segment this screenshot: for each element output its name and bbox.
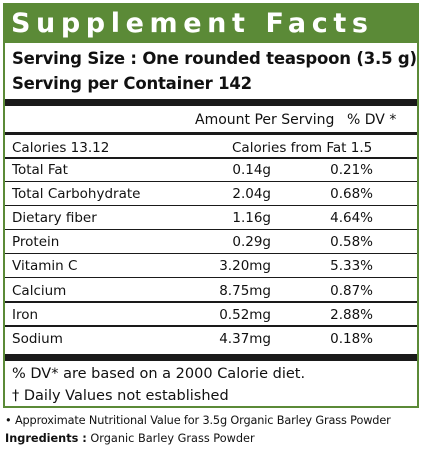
ingredients-value: Organic Barley Grass Powder: [90, 432, 255, 445]
nutrient-name: Vitamin C: [12, 258, 78, 275]
nutrient-row: Total Carbohydrate 2.04g 0.68%: [5, 183, 417, 207]
calories: Calories 13.12: [12, 140, 110, 156]
nutrient-amount: 0.29g: [232, 234, 271, 251]
header-amount-per-serving: Amount Per Serving: [195, 112, 335, 128]
ingredients-line: Ingredients : Organic Barley Grass Powde…: [5, 431, 255, 447]
nutrient-daily-value: 2.88%: [330, 306, 373, 323]
nutrient-daily-value: 0.87%: [330, 282, 373, 299]
nutrient-name: Protein: [12, 234, 60, 251]
nutrient-row: Calcium 8.75mg 0.87%: [5, 280, 417, 303]
title-bar: Supplement Facts: [5, 5, 417, 43]
row-divider: [5, 252, 417, 255]
nutrient-row: Iron 0.52mg 2.88%: [5, 304, 417, 327]
nutrient-name: Total Fat: [12, 162, 68, 178]
row-divider: [5, 301, 417, 303]
servings-per-container: Serving per Container 142: [12, 74, 252, 93]
panel-title: Supplement Facts: [11, 8, 374, 39]
nutrient-row: Vitamin C 3.20mg 5.33%: [5, 255, 417, 279]
nutrient-amount: 2.04g: [232, 186, 271, 203]
nutrient-row: Total Fat 0.14g 0.21%: [5, 159, 417, 182]
supplement-facts-panel: Supplement Facts Serving Size : One roun…: [3, 3, 419, 408]
nutrient-name: Iron: [12, 306, 39, 323]
nutrient-daily-value: 0.18%: [330, 330, 373, 347]
header-divider: [5, 132, 417, 135]
row-divider: [5, 325, 417, 327]
nutrient-name: Sodium: [12, 330, 63, 347]
nutrient-daily-value: 0.68%: [330, 186, 373, 203]
row-divider: [5, 204, 417, 207]
row-divider: [5, 276, 417, 279]
row-divider: [5, 228, 417, 231]
nutrient-row: Sodium 4.37mg 0.18%: [5, 328, 417, 351]
nutrient-name: Total Carbohydrate: [12, 186, 141, 203]
footnote-daily-value: % DV* are based on a 2000 Calorie diet.: [12, 366, 306, 382]
header-daily-value: % DV *: [347, 112, 397, 128]
nutrient-amount: 4.37mg: [219, 330, 271, 347]
nutrient-amount: 8.75mg: [219, 282, 271, 299]
nutrient-daily-value: 4.64%: [330, 210, 373, 227]
nutrient-amount: 0.52mg: [219, 306, 271, 323]
footnote-not-established: † Daily Values not established: [12, 388, 229, 404]
thick-divider: [5, 99, 417, 106]
nutrient-daily-value: 0.58%: [330, 234, 373, 251]
nutrient-amount: 0.14g: [232, 162, 271, 178]
serving-size: Serving Size : One rounded teaspoon (3.5…: [12, 49, 417, 68]
thick-divider-bottom: [5, 354, 417, 361]
nutrient-row: Dietary fiber 1.16g 4.64%: [5, 207, 417, 231]
calories-from-fat: Calories from Fat 1.5: [232, 140, 373, 156]
nutrient-amount: 3.20mg: [219, 258, 271, 275]
row-divider: [5, 180, 417, 182]
nutrient-name: Calcium: [12, 282, 67, 299]
nutrient-row: Protein 0.29g 0.58%: [5, 231, 417, 255]
ingredients-label: Ingredients :: [5, 432, 87, 445]
nutrient-daily-value: 0.21%: [330, 162, 373, 178]
nutrient-amount: 1.16g: [232, 210, 271, 227]
calories-divider: [5, 157, 417, 159]
nutrient-name: Dietary fiber: [12, 210, 97, 227]
approximate-value-note: • Approximate Nutritional Value for 3.5g…: [5, 414, 391, 427]
nutrient-daily-value: 5.33%: [330, 258, 373, 275]
